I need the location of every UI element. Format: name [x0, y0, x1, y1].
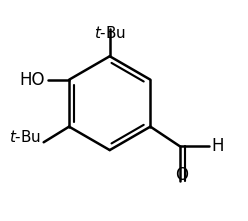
- Text: O: O: [175, 166, 188, 184]
- Text: $\it{t}$-Bu: $\it{t}$-Bu: [8, 129, 41, 145]
- Text: H: H: [211, 137, 223, 155]
- Text: HO: HO: [19, 71, 45, 89]
- Text: $\it{t}$-Bu: $\it{t}$-Bu: [94, 25, 126, 41]
